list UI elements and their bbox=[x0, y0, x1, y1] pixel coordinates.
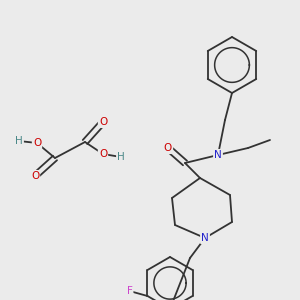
Text: N: N bbox=[201, 233, 209, 243]
Text: F: F bbox=[127, 286, 132, 296]
Text: O: O bbox=[31, 171, 39, 181]
Text: H: H bbox=[117, 152, 125, 162]
Text: N: N bbox=[214, 150, 222, 160]
Text: H: H bbox=[15, 136, 23, 146]
Text: O: O bbox=[99, 117, 107, 127]
Text: O: O bbox=[164, 143, 172, 153]
Text: O: O bbox=[33, 138, 41, 148]
Text: O: O bbox=[99, 149, 107, 159]
